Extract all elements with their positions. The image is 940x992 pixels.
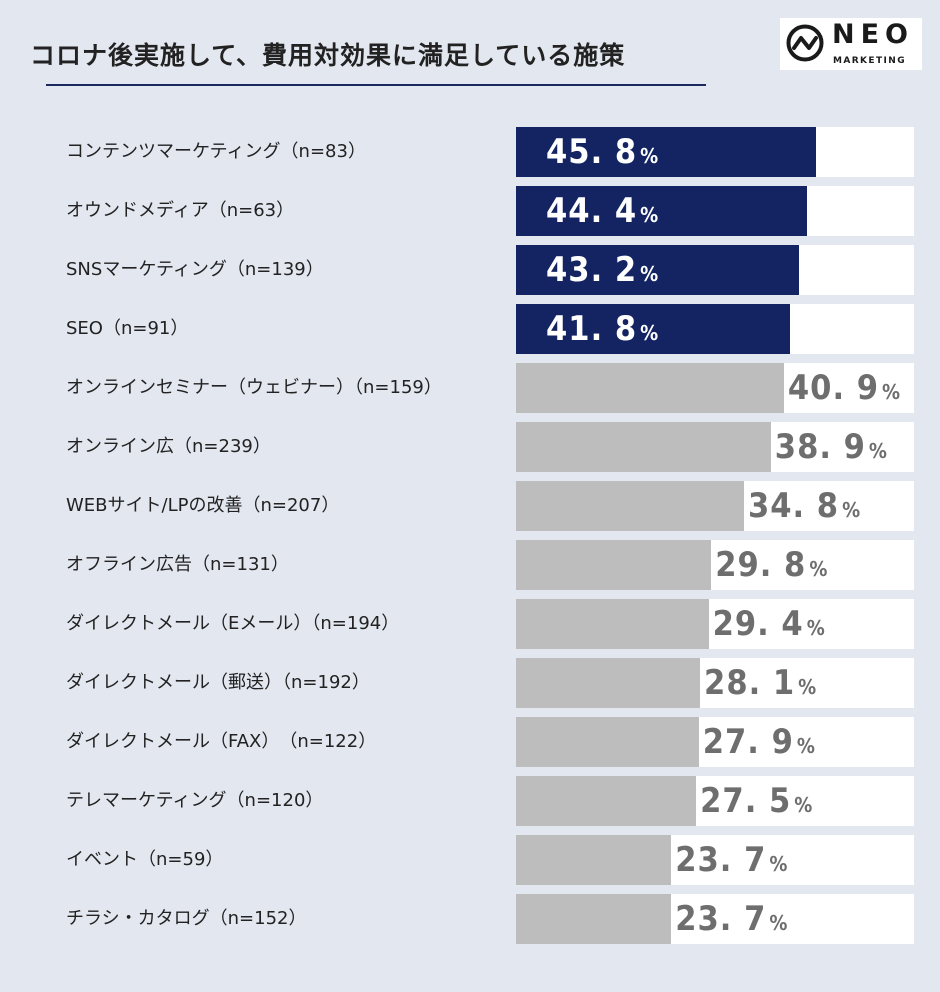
bar	[516, 127, 816, 177]
bar	[516, 363, 784, 413]
data-label: 29. 8%	[715, 540, 828, 590]
title-underline	[46, 84, 706, 86]
bar	[516, 894, 672, 944]
data-label-unit: %	[882, 380, 902, 404]
bar-track: 23. 7%	[516, 835, 914, 885]
category-label: イベント（n=59）	[66, 849, 224, 870]
data-label-value: 38. 9	[774, 427, 866, 467]
category-label: ダイレクトメール（Eメール）（n=194）	[66, 613, 400, 634]
data-label: 23. 7%	[675, 894, 788, 944]
bar	[516, 599, 709, 649]
bar-track: 43. 2%	[516, 245, 914, 295]
category-label: チラシ・カタログ（n=152）	[66, 908, 307, 929]
data-label-unit: %	[794, 793, 814, 817]
category-label: オフライン広告（n=131）	[66, 554, 289, 575]
bar-track: 27. 9%	[516, 717, 914, 767]
data-label-value: 23. 7	[675, 899, 767, 939]
bar	[516, 658, 701, 708]
data-label-unit: %	[806, 616, 826, 640]
category-label: ダイレクトメール（郵送）（n=192）	[66, 672, 370, 693]
category-label: オウンドメディア（n=63）	[66, 200, 295, 221]
bar-track: 34. 8%	[516, 481, 914, 531]
data-label-value: 29. 4	[712, 604, 804, 644]
category-label: テレマーケティング（n=120）	[66, 790, 324, 811]
data-label: 27. 9%	[703, 717, 816, 767]
neo-marketing-logo: NEO MARKETING	[780, 18, 922, 70]
data-label-unit: %	[798, 675, 818, 699]
bar	[516, 717, 699, 767]
logo-pulse-icon	[786, 24, 824, 62]
logo-wordmark: NEO	[832, 19, 914, 50]
data-label: 34. 8%	[748, 481, 861, 531]
bar	[516, 540, 712, 590]
data-label-unit: %	[640, 203, 660, 227]
category-label: ダイレクトメール（FAX） （n=122）	[66, 731, 377, 752]
category-label: SEO（n=91）	[66, 318, 189, 339]
data-label-unit: %	[640, 321, 660, 345]
category-label: SNSマーケティング（n=139）	[66, 259, 324, 280]
data-label-value: 28. 1	[704, 663, 796, 703]
data-label-value: 23. 7	[675, 840, 767, 880]
bar-track: 23. 7%	[516, 894, 914, 944]
bar-track: 28. 1%	[516, 658, 914, 708]
data-label-unit: %	[796, 734, 816, 758]
data-label: 29. 4%	[713, 599, 826, 649]
bar-track: 41. 8%	[516, 304, 914, 354]
data-label: 28. 1%	[704, 658, 817, 708]
data-label-unit: %	[809, 557, 829, 581]
category-label: コンテンツマーケティング（n=83）	[66, 141, 366, 162]
bar	[516, 835, 672, 885]
category-label: オンライン広（n=239）	[66, 436, 271, 457]
bar	[516, 422, 771, 472]
bar-track: 29. 8%	[516, 540, 914, 590]
bar	[516, 776, 697, 826]
data-label-unit: %	[640, 262, 660, 286]
data-label: 44. 4%	[546, 186, 659, 236]
bar-track: 45. 8%	[516, 127, 914, 177]
data-label-value: 27. 9	[702, 722, 794, 762]
bar-track: 38. 9%	[516, 422, 914, 472]
logo-subtitle: MARKETING	[833, 56, 906, 66]
data-label-value: 43. 2	[546, 250, 638, 290]
category-label: WEBサイト/LPの改善（n=207）	[66, 495, 340, 516]
data-label-value: 27. 5	[700, 781, 792, 821]
data-label: 43. 2%	[546, 245, 659, 295]
data-label-unit: %	[769, 852, 789, 876]
data-label-unit: %	[842, 498, 862, 522]
bar-track: 29. 4%	[516, 599, 914, 649]
bar	[516, 304, 790, 354]
data-label-unit: %	[769, 911, 789, 935]
category-label: オンラインセミナー（ウェビナー）（n=159）	[66, 377, 442, 398]
bar	[516, 245, 799, 295]
data-label-value: 41. 8	[546, 309, 638, 349]
data-label-value: 44. 4	[546, 191, 638, 231]
data-label: 45. 8%	[546, 127, 659, 177]
data-label-value: 45. 8	[546, 132, 638, 172]
bar-track: 27. 5%	[516, 776, 914, 826]
data-label: 41. 8%	[546, 304, 659, 354]
data-label-unit: %	[868, 439, 888, 463]
data-label-unit: %	[640, 144, 660, 168]
bar	[516, 186, 807, 236]
data-label: 27. 5%	[700, 776, 813, 826]
data-label: 23. 7%	[675, 835, 788, 885]
data-label: 38. 9%	[775, 422, 888, 472]
data-label-value: 34. 8	[747, 486, 840, 526]
bar-track: 40. 9%	[516, 363, 914, 413]
data-label-value: 29. 8	[715, 545, 807, 585]
bar-track: 44. 4%	[516, 186, 914, 236]
data-label-value: 40. 9	[787, 368, 880, 408]
data-label: 40. 9%	[788, 363, 901, 413]
bar	[516, 481, 744, 531]
chart-title: コロナ後実施して、費用対効果に満足している施策	[30, 41, 626, 70]
